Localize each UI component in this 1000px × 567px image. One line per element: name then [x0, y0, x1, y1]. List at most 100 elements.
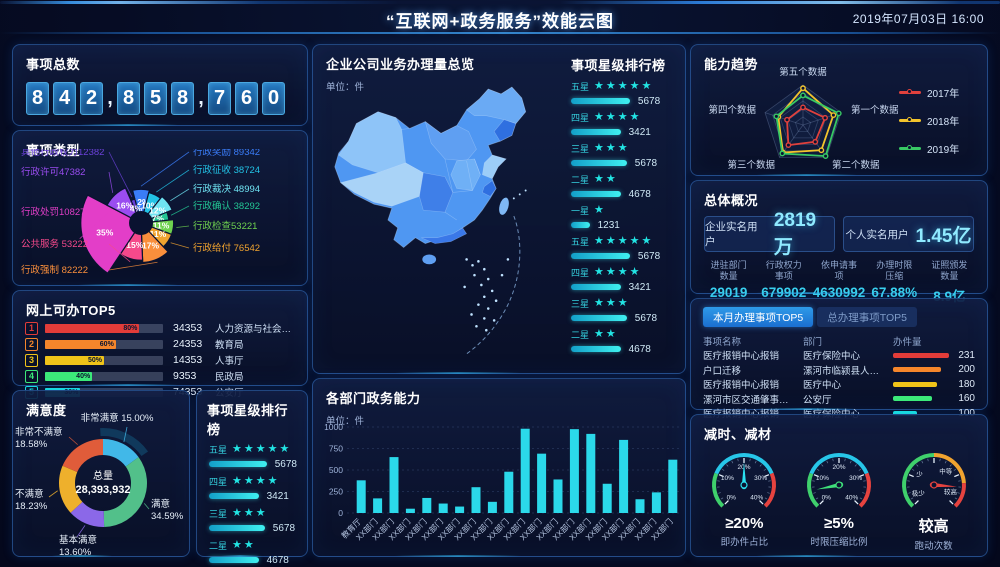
- svg-text:500: 500: [329, 465, 343, 475]
- star-rank-bar: [571, 253, 630, 259]
- island-dots: [463, 189, 527, 332]
- progress-fill: 40%: [45, 371, 93, 381]
- star-rank-row: 四星 ★★★★ 3421: [571, 111, 681, 138]
- enterprise-users-value: 2819万: [773, 209, 817, 258]
- volume-bar: [893, 410, 918, 416]
- panel-top5-table: 本月办理事项TOP5 总办理事项TOP5 事项名称 部门 办件量 医疗报销中心报…: [690, 298, 988, 420]
- star-rank-value: 3421: [628, 126, 651, 138]
- legend-line-icon: [899, 145, 921, 150]
- star-rank-side-list: 五星 ★★★★★ 5678 四星 ★★★★ 3421 三星 ★★★ 5678 二星 ★★ 4678 一星…: [569, 80, 681, 355]
- svg-text:10%: 10%: [816, 475, 829, 482]
- star-icons: ★★★★: [594, 266, 642, 278]
- gauge-dial: 0%10%20%30%40%: [807, 453, 871, 508]
- star-rank-row: 二星 ★★ 4678: [209, 539, 297, 566]
- svg-text:250: 250: [329, 487, 343, 497]
- cell-bar-track: [893, 410, 951, 416]
- gauges-row: 0%10%20%30%40%≥20%即办件占比0%10%20%30%40%≥5%…: [691, 443, 987, 552]
- svg-text:30%: 30%: [754, 475, 767, 482]
- star-rank-row: 五星 ★★★★★ 5678: [209, 443, 297, 470]
- star-level-label: 三星: [209, 509, 228, 519]
- cell-department: 公安厅: [803, 394, 832, 406]
- svg-text:中等: 中等: [939, 466, 953, 475]
- legend-year-label: 2017年: [927, 89, 960, 100]
- cell-department: 医疗保险中心: [803, 351, 861, 363]
- star-level-label: 四星: [571, 113, 590, 123]
- panel-star-side-title: 事项星级排行榜: [571, 58, 666, 73]
- table-row: 医疗报销中心报销 医疗保险中心 231: [691, 348, 987, 363]
- cell-department: 医疗中心: [803, 380, 842, 392]
- star-rank-bar: [571, 191, 621, 197]
- svg-text:第五个数据: 第五个数据: [779, 67, 827, 78]
- radar-legend-item: 2019年: [899, 141, 959, 156]
- svg-text:行政强制 82222: 行政强制 82222: [21, 264, 88, 276]
- svg-text:基本满意: 基本满意: [59, 534, 97, 546]
- overview-personal-users: 个人实名用户 1.45亿: [843, 216, 974, 252]
- panel-map-title: 企业公司业务办理量总览: [326, 57, 475, 72]
- svg-text:30%: 30%: [849, 475, 862, 482]
- gauge-value: ≥20%: [725, 515, 764, 532]
- panel-types-title: 事项类型: [26, 143, 81, 158]
- star-rank-small-list: 五星★★★★★5678四星★★★★3421三星★★★5678二星★★4678一星…: [197, 443, 307, 567]
- gauge-dial: 0%10%20%30%40%: [712, 453, 777, 508]
- top5-tabs: 本月办理事项TOP5 总办理事项TOP5: [691, 299, 987, 327]
- radar-legend-item: 2018年: [899, 113, 959, 128]
- svg-text:行政许可47382: 行政许可47382: [21, 166, 85, 178]
- tab-total-top5[interactable]: 总办理事项TOP5: [817, 307, 917, 327]
- panel-star-rank-small: 事项星级排行榜 五星 ★★★★★ 5678 四星 ★★★★ 3421 三星 ★★★ 5678 二星…: [196, 390, 308, 566]
- star-icons: ★★★★: [232, 475, 280, 487]
- gauge: 0% 10% 20% 30% 40% ≥5% 时限压缩比例: [792, 445, 887, 552]
- dept-ability-bar-chart: 02505007501000教育厅XX部门XX部门XX部门XX部门XX部门XX部…: [324, 422, 681, 542]
- svg-text:12%: 12%: [132, 197, 149, 207]
- cell-department: 漯河市临颍县人民社保...: [803, 365, 893, 377]
- header-divider: [0, 32, 1000, 34]
- svg-text:行政检查53221: 行政检查53221: [193, 220, 257, 232]
- star-rank-bar: [571, 222, 590, 228]
- star-level-label: 四星: [209, 477, 228, 487]
- digit-separator: ,: [107, 87, 113, 109]
- progress-fill: 60%: [45, 339, 116, 349]
- online-dept-label: 民政局: [215, 372, 244, 383]
- star-rank-value: 5678: [634, 312, 658, 324]
- tab-monthly-top5[interactable]: 本月办理事项TOP5: [703, 307, 814, 327]
- svg-text:7%: 7%: [152, 214, 165, 224]
- rank-badge: 2: [25, 337, 38, 351]
- svg-text:第一个数据: 第一个数据: [851, 104, 899, 116]
- gauge-caption: 时限压缩比例: [810, 537, 868, 548]
- legend-line-icon: [899, 117, 921, 122]
- panel-item-types: 事项类型 12% 10% 12% 7% 11% 11% 17% 15% 35% 16% 4% 行政奖励…: [12, 130, 308, 286]
- panel-gauges-title: 减时、减材: [704, 427, 772, 442]
- svg-text:非常不满意: 非常不满意: [15, 426, 63, 438]
- top5-table-header: 事项名称 部门 办件量: [691, 327, 987, 348]
- panel-radar-title: 能力趋势: [704, 57, 759, 72]
- online-top5-row: 2 60% 24353 教育局: [25, 337, 297, 351]
- star-rank-value: 5678: [274, 458, 297, 470]
- cell-item-name: 户口迁移: [703, 365, 742, 377]
- digit-box: 8: [171, 82, 194, 115]
- progress-track: 80%: [45, 323, 163, 333]
- star-level-label: 二星: [209, 541, 228, 551]
- hainan-island: [422, 254, 437, 265]
- progress-track: 50%: [45, 355, 163, 365]
- gauge: 0%10%20%30%40%≥20%即办件占比: [697, 445, 792, 552]
- legend-line-icon: [899, 89, 921, 94]
- star-rank-value: 5678: [637, 250, 661, 262]
- star-rank-bar: [571, 129, 621, 135]
- cell-volume-value: 100: [951, 408, 975, 419]
- star-icons: ★★★★: [594, 111, 642, 123]
- gauge-value: ≥5%: [824, 515, 854, 532]
- online-value: 34353: [173, 322, 203, 334]
- star-icons: ★★★★★: [594, 235, 654, 247]
- svg-text:少: 少: [916, 470, 923, 478]
- south-china-sea-boundary: [466, 215, 521, 355]
- svg-text:16%: 16%: [116, 201, 133, 211]
- star-rank-side-section: 事项星级排行榜 五星 ★★★★★ 5678 四星 ★★★★ 3421 三星 ★★★ 5678 二星…: [569, 55, 681, 369]
- svg-text:公共服务 53222: 公共服务 53222: [21, 238, 88, 250]
- progress-track: 40%: [45, 371, 163, 381]
- table-row: 医疗报销中心报销 医疗中心 180: [691, 377, 987, 392]
- star-rank-row: 三星 ★★★ 5678: [571, 142, 681, 169]
- page-title: “互联网+政务服务”效能云图: [386, 12, 614, 31]
- svg-text:12%: 12%: [149, 205, 166, 215]
- svg-text:40%: 40%: [751, 495, 764, 502]
